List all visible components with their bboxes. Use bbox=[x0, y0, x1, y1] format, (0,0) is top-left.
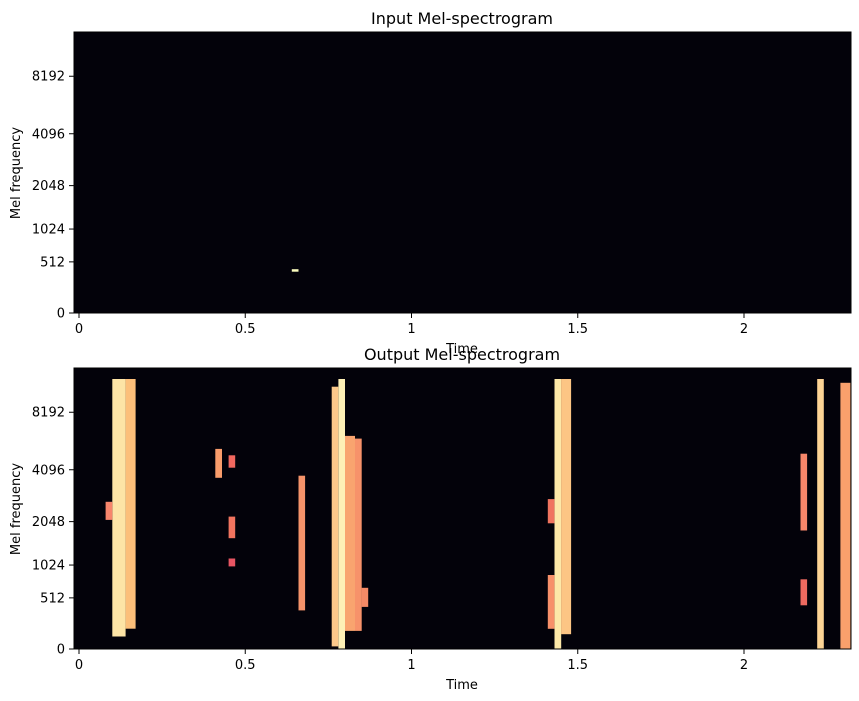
x-axis-label: Time bbox=[445, 342, 478, 357]
spectral-event bbox=[291, 269, 299, 272]
spectral-event bbox=[840, 382, 851, 649]
spectral-event bbox=[112, 379, 126, 637]
x-tick-label: 1 bbox=[407, 658, 415, 673]
x-tick-label: 0.5 bbox=[235, 322, 256, 337]
y-tick-label: 512 bbox=[40, 591, 65, 606]
spectral-event bbox=[800, 579, 808, 606]
y-tick-label: 4096 bbox=[32, 463, 65, 478]
chart-title: Output Mel-spectrogram bbox=[364, 345, 560, 364]
spectrogram-events bbox=[105, 379, 851, 649]
axes-frame bbox=[73, 367, 852, 650]
spectral-event bbox=[331, 386, 339, 647]
spectral-event bbox=[800, 453, 808, 531]
y-tick-label: 1024 bbox=[32, 223, 65, 238]
spectral-event bbox=[228, 558, 236, 567]
chart-title: Input Mel-spectrogram bbox=[371, 9, 553, 28]
plot-area bbox=[74, 368, 851, 649]
spectral-event bbox=[298, 475, 306, 611]
y-axis-ticks: 0 512 1024 2048 4096 8192 bbox=[32, 406, 74, 658]
spectral-event bbox=[215, 448, 222, 478]
y-tick-label: 512 bbox=[40, 255, 65, 270]
output-spectrogram-panel: Output Mel-spectrogram 0 512 1024 2048 4096 8… bbox=[9, 345, 852, 693]
spectral-event bbox=[817, 379, 824, 649]
spectral-event bbox=[105, 501, 113, 520]
spectral-event bbox=[228, 455, 236, 468]
x-tick-label: 1.5 bbox=[567, 658, 588, 673]
spectrogram-events bbox=[291, 269, 299, 272]
x-tick-label: 0.5 bbox=[235, 658, 256, 673]
spectral-event bbox=[561, 379, 572, 635]
y-axis-label: Mel frequency bbox=[9, 127, 24, 219]
y-axis-label: Mel frequency bbox=[9, 463, 24, 555]
x-axis-ticks: 0 0.5 1 1.5 2 bbox=[75, 649, 748, 673]
input-spectrogram-panel: Input Mel-spectrogram 0 512 1024 2048 4096 81… bbox=[9, 9, 852, 357]
y-tick-label: 2048 bbox=[32, 179, 65, 194]
spectral-event bbox=[125, 379, 136, 629]
spectral-event bbox=[355, 438, 362, 631]
x-tick-label: 0 bbox=[75, 322, 83, 337]
x-tick-label: 1.5 bbox=[567, 322, 588, 337]
x-axis-label: Time bbox=[445, 678, 478, 693]
spectral-event bbox=[338, 379, 345, 649]
x-tick-label: 0 bbox=[75, 658, 83, 673]
spectral-event bbox=[361, 587, 369, 607]
y-tick-label: 4096 bbox=[32, 127, 65, 142]
spectral-event bbox=[547, 575, 555, 629]
y-tick-label: 1024 bbox=[32, 559, 65, 574]
x-tick-label: 1 bbox=[407, 322, 415, 337]
x-axis-ticks: 0 0.5 1 1.5 2 bbox=[75, 313, 748, 337]
x-tick-label: 2 bbox=[740, 322, 748, 337]
spectral-event bbox=[554, 379, 562, 649]
x-tick-label: 2 bbox=[740, 658, 748, 673]
y-axis-ticks: 0 512 1024 2048 4096 8192 bbox=[32, 70, 74, 322]
spectral-event bbox=[228, 516, 236, 539]
y-tick-label: 0 bbox=[57, 307, 65, 322]
y-tick-label: 8192 bbox=[32, 406, 65, 421]
axes-frame bbox=[73, 31, 852, 314]
plot-area bbox=[74, 32, 851, 313]
spectral-event bbox=[547, 499, 555, 524]
spectral-event bbox=[345, 435, 355, 631]
y-tick-label: 0 bbox=[57, 643, 65, 658]
y-tick-label: 8192 bbox=[32, 70, 65, 85]
y-tick-label: 2048 bbox=[32, 515, 65, 530]
